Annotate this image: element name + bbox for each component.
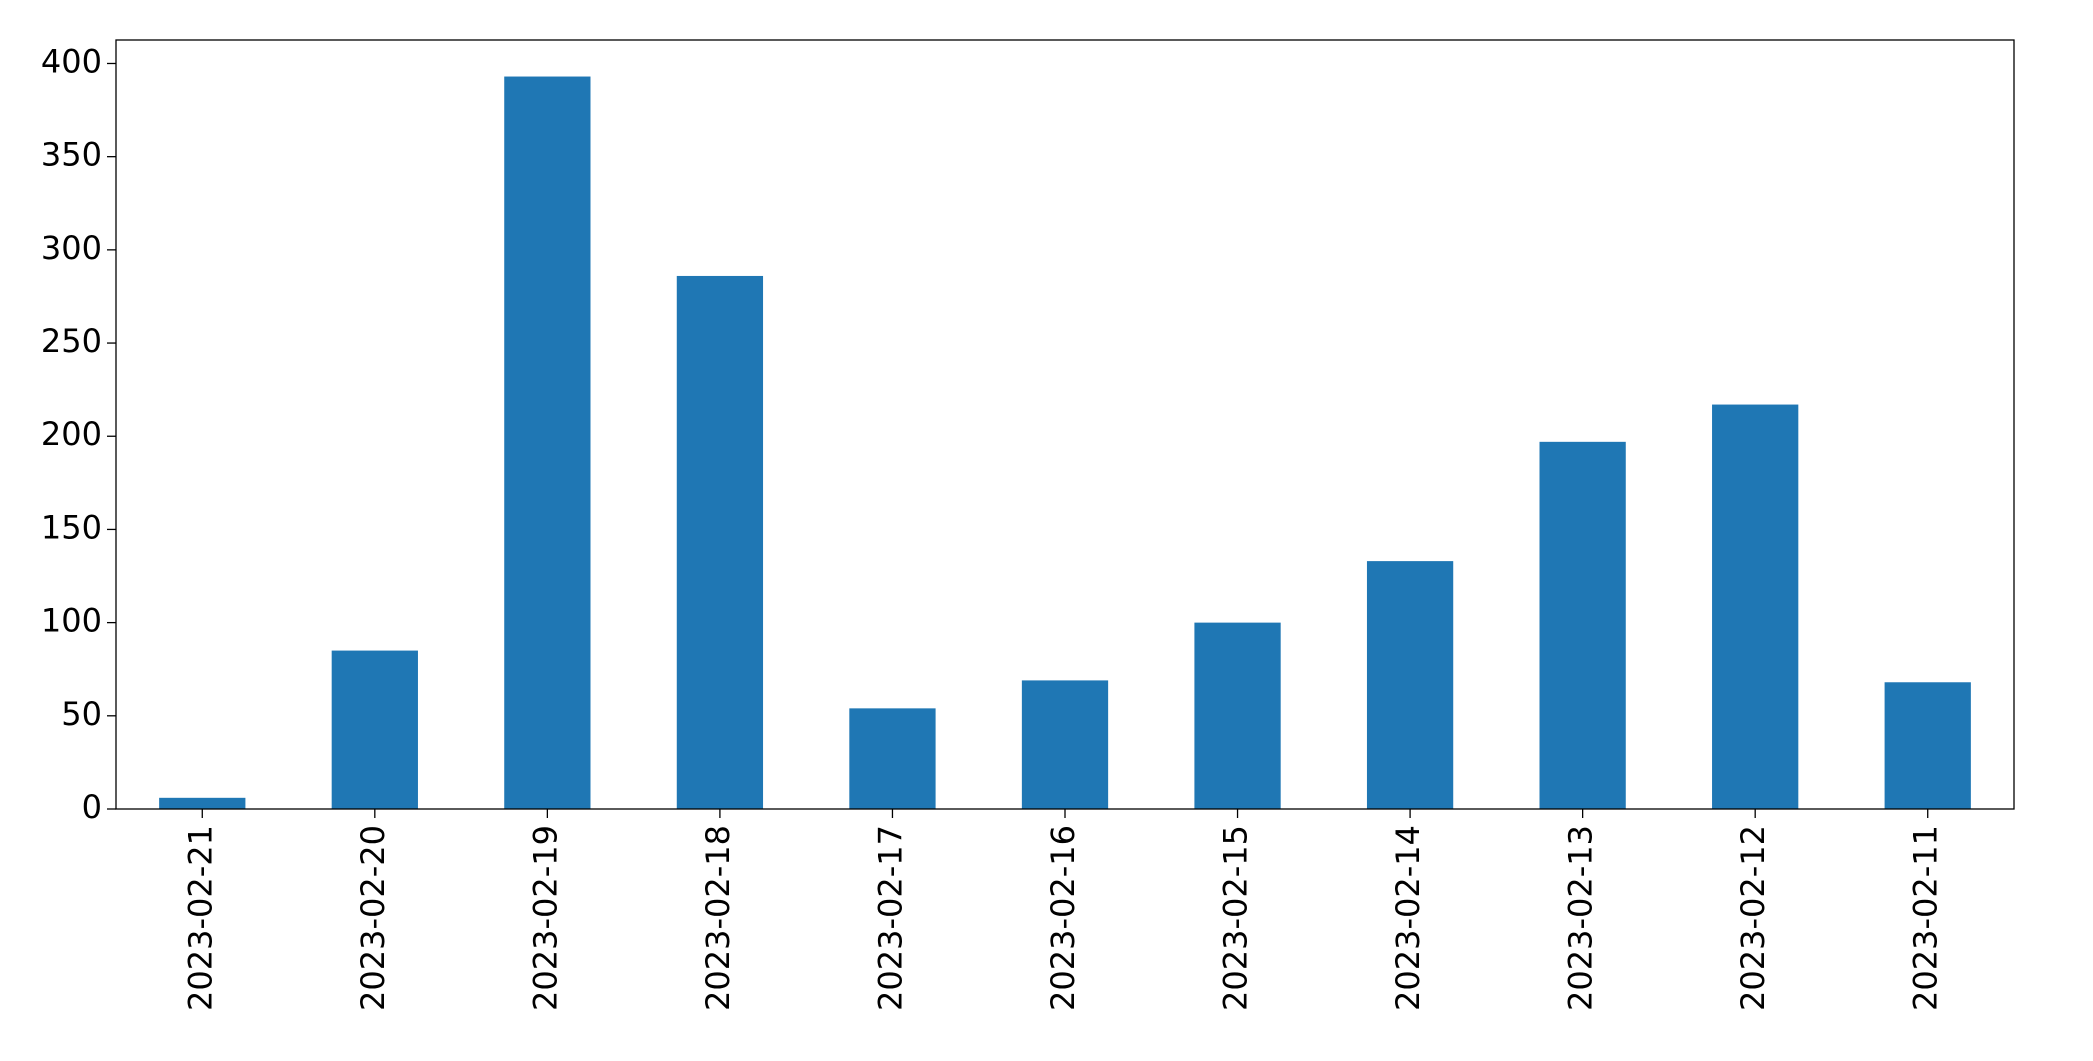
y-tick-label: 400 bbox=[41, 42, 102, 80]
bar bbox=[504, 76, 591, 810]
bar bbox=[159, 797, 246, 809]
x-tick-label: 2023-02-15 bbox=[1217, 825, 1255, 1011]
y-tick-label: 350 bbox=[41, 136, 102, 174]
x-tick-label: 2023-02-14 bbox=[1389, 825, 1427, 1011]
x-tick-label: 2023-02-20 bbox=[354, 825, 392, 1011]
plot-frame bbox=[115, 39, 2015, 810]
x-tick-label: 2023-02-21 bbox=[181, 825, 219, 1011]
x-tick-label: 2023-02-17 bbox=[871, 825, 909, 1011]
y-tick-label: 250 bbox=[41, 322, 102, 360]
bar bbox=[1884, 682, 1971, 809]
bar bbox=[849, 708, 936, 809]
bar bbox=[1366, 561, 1454, 809]
y-tick-label: 300 bbox=[41, 229, 102, 267]
x-tick-label: 2023-02-19 bbox=[526, 825, 564, 1011]
y-tick-label: 0 bbox=[82, 788, 102, 826]
x-tick-label: 2023-02-16 bbox=[1044, 825, 1082, 1011]
x-tick-label: 2023-02-18 bbox=[699, 825, 737, 1011]
bar bbox=[1194, 622, 1281, 809]
y-tick-label: 50 bbox=[61, 695, 102, 733]
bar bbox=[331, 650, 418, 809]
bar bbox=[1712, 404, 1799, 809]
x-tick-label: 2023-02-13 bbox=[1562, 825, 1600, 1011]
bar bbox=[1539, 441, 1626, 809]
y-tick-label: 150 bbox=[41, 508, 102, 546]
x-tick-label: 2023-02-11 bbox=[1907, 825, 1945, 1011]
bar bbox=[1021, 680, 1109, 809]
y-tick-label: 100 bbox=[41, 602, 102, 640]
x-tick-label: 2023-02-12 bbox=[1734, 825, 1772, 1011]
y-tick-label: 200 bbox=[41, 415, 102, 453]
bar bbox=[676, 275, 764, 809]
